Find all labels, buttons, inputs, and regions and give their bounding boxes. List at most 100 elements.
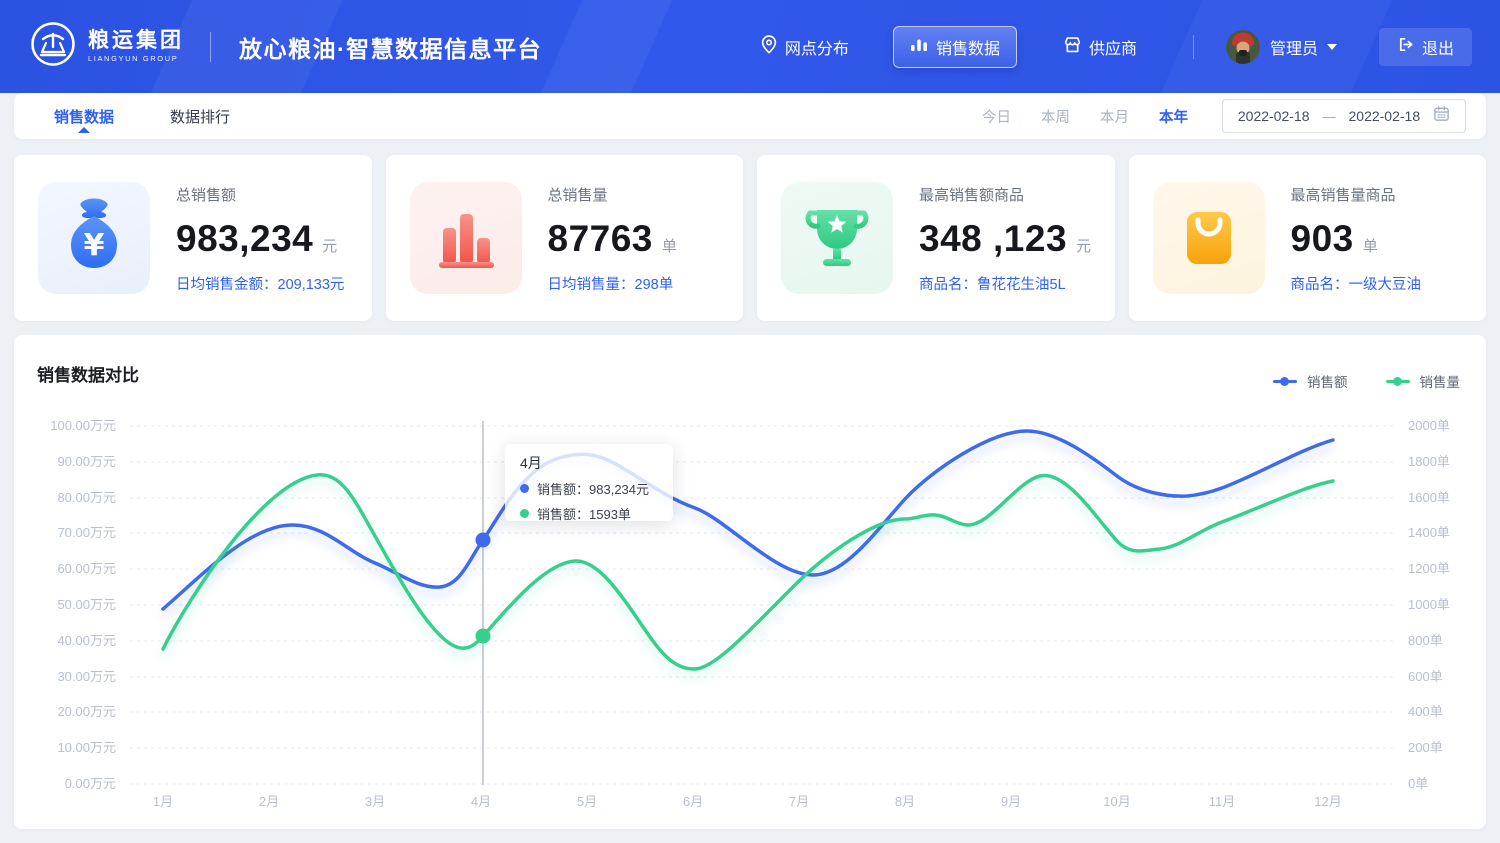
shopping-bag-icon: [1152, 182, 1265, 294]
x-axis-tick: 3月: [365, 794, 385, 809]
stat-card-title: 最高销售量商品: [1290, 187, 1396, 204]
chart-gridlines: [130, 425, 1394, 785]
store-icon: [1063, 35, 1082, 59]
tab-label: 销售数据: [54, 108, 115, 126]
tab-label: 数据排行: [170, 108, 231, 126]
range-this-year[interactable]: 本年: [1159, 109, 1188, 126]
brand-logo: 粮运集团 LIANGYUN GROUP 放心粮油·智慧数据信息平台: [30, 21, 542, 72]
date-end-value[interactable]: 2022-02-18: [1348, 108, 1421, 124]
nav-item-sales-data-active[interactable]: 销售数据: [892, 25, 1017, 68]
x-axis-tick: 4月: [471, 794, 491, 809]
sales-amount-line: [161, 429, 1335, 611]
sub-navigation-bar: 销售数据 数据排行 今日 本周 本月 本年 2022-02-18 — 2022-…: [14, 93, 1486, 139]
left-axis-tick: 40.00万元: [57, 633, 116, 648]
x-axis-tick: 2月: [259, 794, 279, 809]
left-axis-tick: 90.00万元: [57, 454, 116, 469]
x-axis-tick: 7月: [789, 794, 809, 809]
chevron-down-icon[interactable]: [1326, 43, 1337, 50]
right-axis-tick: 1600单: [1408, 490, 1450, 505]
header-divider: [1192, 34, 1194, 59]
x-axis-tick: 9月: [1001, 794, 1021, 809]
stat-card-subtitle: 商品名：一级大豆油: [1290, 277, 1422, 293]
x-axis-labels: 1月 2月 3月 4月 5月 6月 7月 8月 9月 10月 11月 12月: [153, 794, 1342, 809]
stat-card-value: 903: [1290, 218, 1354, 259]
stat-card-subtitle: 日均销售量：298单: [547, 277, 674, 293]
sales-amount-point[interactable]: [475, 532, 491, 548]
stat-card-subtitle: 日均销售金额：209,133元: [176, 277, 345, 293]
x-axis-tick: 8月: [895, 794, 915, 809]
right-axis-tick: 600单: [1408, 669, 1443, 684]
sales-comparison-chart: 100.00万元 90.00万元 80.00万元 70.00万元 60.00万元…: [50, 418, 1450, 809]
legend-item-sales-amount[interactable]: 销售额: [1273, 371, 1348, 391]
logout-button[interactable]: 退出: [1378, 27, 1472, 66]
stat-card-value: 87763: [547, 218, 653, 259]
x-axis-tick: 6月: [683, 794, 703, 809]
left-axis-tick: 70.00万元: [57, 525, 116, 540]
left-axis-tick: 0.00万元: [65, 776, 116, 791]
stat-card-body: 最高销售量商品 903 单 商品名：一级大豆油: [1291, 182, 1422, 321]
x-axis-tick: 12月: [1314, 794, 1341, 809]
nav-item-network-distribution[interactable]: 网点分布: [760, 34, 849, 59]
range-this-week[interactable]: 本周: [1041, 109, 1070, 126]
user-avatar[interactable]: [1225, 29, 1260, 64]
svg-text:¥: ¥: [84, 228, 105, 263]
right-axis-tick: 1800单: [1408, 454, 1450, 469]
left-axis-tick: 50.00万元: [57, 597, 116, 612]
stat-card-unit: 元: [1076, 238, 1092, 255]
stat-card-subtitle: 商品名：鲁花花生油5L: [919, 277, 1066, 293]
left-axis-labels: 100.00万元 90.00万元 80.00万元 70.00万元 60.00万元…: [50, 418, 116, 791]
calendar-icon[interactable]: [1433, 105, 1450, 127]
chart-title: 销售数据对比: [37, 366, 139, 385]
date-range-picker[interactable]: 2022-02-18 — 2022-02-18: [1222, 99, 1466, 133]
nav-item-label: 网点分布: [784, 40, 849, 58]
legend-line-dot-icon: [1385, 376, 1410, 386]
stat-card-title: 总销售额: [176, 187, 237, 204]
brand-emblem-icon: [30, 21, 76, 72]
legend-item-sales-volume[interactable]: 销售量: [1385, 371, 1461, 391]
date-start-value[interactable]: 2022-02-18: [1237, 108, 1310, 124]
x-axis-tick: 1月: [153, 794, 173, 809]
tooltip-label: 销售额：: [537, 482, 590, 497]
right-axis-tick: 2000单: [1408, 418, 1450, 433]
legend-label: 销售量: [1419, 375, 1461, 390]
stat-card-title: 最高销售额商品: [919, 187, 1025, 204]
sales-volume-point[interactable]: [475, 628, 491, 644]
brand-divider: [210, 31, 211, 62]
stat-card-total-sales-amount: ¥ 总销售额 983,234 元 日均销售金额：209,133元: [14, 155, 372, 321]
range-this-month[interactable]: 本月: [1100, 109, 1129, 126]
nav-item-label: 销售数据: [935, 40, 1000, 58]
tab-sales-data[interactable]: 销售数据: [54, 93, 114, 139]
tab-data-ranking[interactable]: 数据排行: [170, 93, 230, 139]
tooltip-row: 销售额：983,234元: [520, 479, 673, 498]
tooltip-label: 销售额：: [537, 507, 590, 522]
green-dot-icon: [520, 509, 529, 518]
stat-card-body: 最高销售额商品 348 ,123 元 商品名：鲁花花生油5L: [919, 182, 1091, 321]
left-axis-tick: 30.00万元: [57, 669, 116, 684]
left-axis-tick: 100.00万元: [50, 418, 116, 433]
blue-dot-icon: [520, 484, 529, 493]
left-axis-tick: 80.00万元: [57, 490, 116, 505]
right-axis-tick: 1400单: [1408, 525, 1450, 540]
header-decor-streak: [528, 0, 682, 93]
nav-item-label: 供应商: [1088, 40, 1137, 58]
tooltip-month: 4月: [520, 455, 542, 471]
left-axis-tick: 60.00万元: [57, 561, 116, 576]
stat-card-unit: 元: [322, 238, 338, 255]
stat-card-value: 348 ,123: [919, 218, 1068, 259]
logout-icon: [1397, 36, 1414, 58]
stat-card-unit: 单: [1362, 238, 1378, 255]
x-axis-tick: 5月: [577, 794, 597, 809]
bar-chart-icon: [910, 36, 928, 57]
range-today[interactable]: 今日: [982, 109, 1011, 126]
right-axis-tick: 1000单: [1408, 597, 1450, 612]
chart-legend: 销售额 销售量: [1273, 371, 1460, 391]
tooltip-value: 983,234元: [589, 482, 650, 497]
right-axis-tick: 200单: [1408, 740, 1443, 755]
brand-name-cn: 粮运集团: [88, 29, 184, 53]
user-name[interactable]: 管理员: [1269, 40, 1318, 58]
nav-item-suppliers[interactable]: 供应商: [1063, 35, 1137, 59]
location-pin-icon: [760, 34, 778, 59]
legend-label: 销售额: [1307, 375, 1348, 390]
tooltip-value: 1593单: [589, 507, 631, 522]
active-tab-indicator: [78, 127, 90, 133]
